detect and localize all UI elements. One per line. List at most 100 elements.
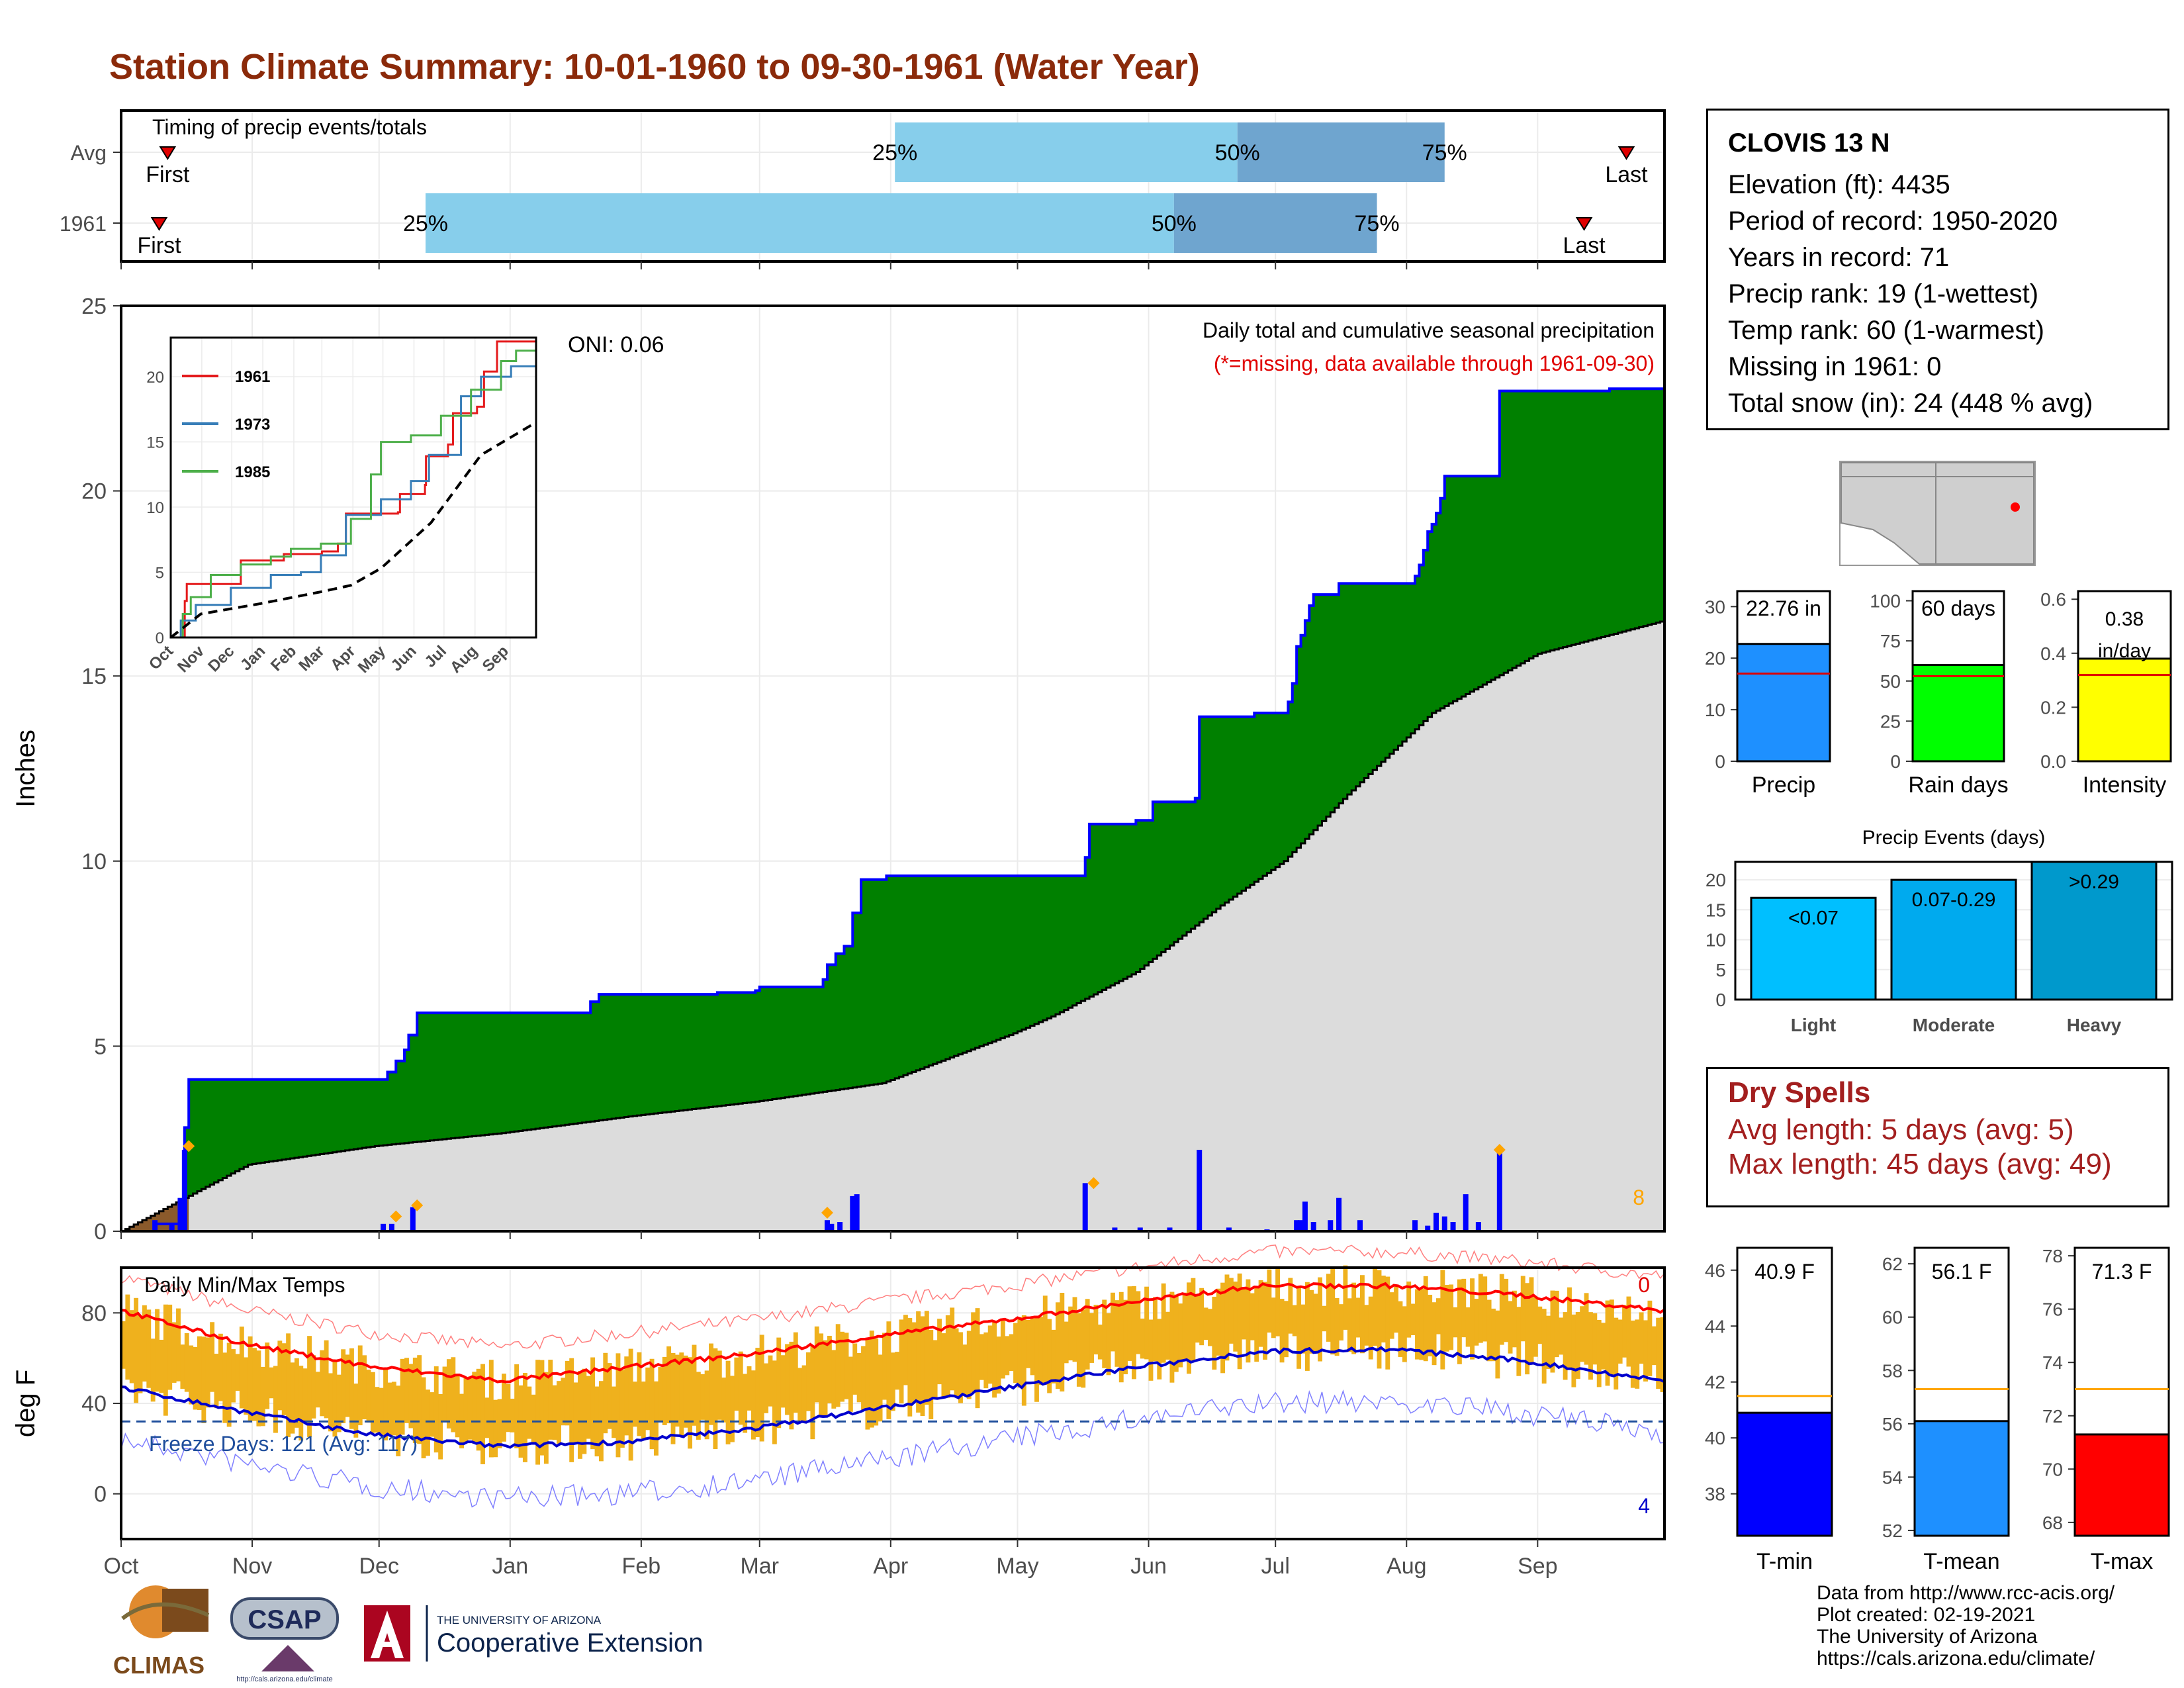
daily-temp-bar	[903, 1315, 908, 1385]
daily-temp-bar	[1267, 1269, 1272, 1333]
daily-temp-bar	[1529, 1277, 1534, 1365]
temps-ytick-label: 0	[94, 1482, 107, 1507]
temps-month-label: Jan	[492, 1554, 528, 1579]
daily-temp-bar	[260, 1366, 265, 1427]
daily-temp-bar	[535, 1360, 541, 1465]
daily-temp-bar	[1233, 1282, 1238, 1352]
timing-bar-50-75	[1173, 193, 1377, 253]
record-high-count: 0	[1638, 1273, 1650, 1297]
daily-temp-bar	[941, 1333, 946, 1397]
daily-temp-bar	[1647, 1300, 1653, 1376]
daily-temp-bar	[751, 1370, 756, 1440]
daily-temp-bar	[785, 1344, 790, 1415]
daily-temp-bar	[345, 1354, 350, 1417]
timing-bar-50-75	[1237, 122, 1445, 182]
daily-temp-bar	[692, 1344, 697, 1426]
station-temp-rank: Temp rank: 60 (1-warmest)	[1728, 316, 2044, 345]
mini-tmax-ytick-label: 70	[2042, 1459, 2063, 1479]
daily-precip-bar	[1412, 1220, 1418, 1231]
daily-temp-bar	[1491, 1308, 1496, 1362]
daily-temp-bar	[1643, 1320, 1648, 1382]
daily-temp-bar	[273, 1366, 278, 1433]
daily-temp-bar	[531, 1394, 536, 1443]
daily-temp-bar	[1512, 1290, 1517, 1348]
precip-ytick-label: 25	[81, 294, 107, 319]
daily-temp-bar	[1131, 1286, 1136, 1380]
daily-temp-bar	[1435, 1298, 1441, 1335]
daily-precip-bar	[1336, 1197, 1342, 1231]
daily-temp-bar	[1351, 1282, 1357, 1354]
daily-temp-bar	[408, 1364, 414, 1429]
daily-temp-bar	[633, 1382, 637, 1427]
precip-events-category: Light	[1791, 1015, 1836, 1035]
mini-intensity-panel: 0.0 0.2 0.4 0.6 0.38 in/day Intensity	[2040, 589, 2172, 798]
daily-temp-bar	[281, 1343, 287, 1415]
precip-events-bar	[1750, 896, 1877, 1001]
daily-temp-bar	[911, 1322, 917, 1403]
precip-ytick-label: 20	[81, 479, 107, 504]
daily-temp-bar	[1368, 1296, 1373, 1360]
daily-precip-bar	[1197, 1149, 1203, 1231]
daily-temp-bar	[417, 1355, 422, 1444]
daily-temp-bar	[561, 1378, 566, 1426]
daily-temp-bar	[683, 1355, 688, 1428]
daily-temp-bar	[311, 1355, 316, 1419]
daily-temp-bar	[696, 1372, 701, 1440]
daily-temp-bar	[1093, 1305, 1099, 1355]
timing-marker-last	[1575, 217, 1593, 231]
daily-precip-bar	[410, 1207, 416, 1231]
daily-temp-bar	[1072, 1297, 1077, 1362]
daily-temp-bar	[628, 1348, 633, 1461]
daily-temp-bar	[231, 1349, 236, 1403]
timing-bar-25-50	[426, 193, 1174, 253]
precip-events-inner-label: <0.07	[1788, 907, 1839, 929]
daily-precip-bar	[1298, 1220, 1304, 1231]
daily-temp-bar	[1216, 1288, 1221, 1356]
daily-temp-bar	[205, 1337, 210, 1408]
daily-temp-bar	[1482, 1276, 1488, 1342]
daily-temp-bar	[764, 1363, 769, 1413]
daily-temp-bar	[971, 1312, 976, 1392]
daily-temp-bar	[1596, 1320, 1602, 1387]
timing-row-label: 1961	[60, 212, 107, 236]
daily-temp-bar	[480, 1364, 485, 1464]
daily-temp-bar	[400, 1358, 405, 1435]
precip-events-inner-label: >0.29	[2069, 871, 2119, 893]
state-map	[1839, 461, 2036, 566]
daily-temp-bar	[286, 1333, 291, 1438]
daily-temp-bar	[1508, 1301, 1513, 1354]
mini-raindays-panel: 0 25 50 75 100 60 days Rain days	[1870, 590, 2009, 798]
daily-temp-bar	[163, 1304, 168, 1416]
daily-temp-bar	[852, 1343, 858, 1395]
daily-temp-bar	[1237, 1273, 1242, 1370]
daily-temp-bar	[404, 1358, 409, 1423]
daily-temp-bar	[569, 1358, 574, 1462]
daily-temp-bar	[823, 1340, 828, 1417]
credit-line-url: https://cals.arizona.edu/climate/	[1817, 1648, 2095, 1669]
daily-temp-bar	[1398, 1301, 1403, 1357]
daily-temp-bar	[451, 1357, 456, 1432]
daily-temp-bar	[1157, 1319, 1162, 1380]
temps-month-label: May	[996, 1554, 1038, 1579]
daily-precip-bar	[1328, 1220, 1334, 1231]
daily-temp-bar	[1140, 1318, 1145, 1359]
daily-temp-bar	[167, 1304, 173, 1390]
timing-label-last: Last	[1563, 233, 1606, 258]
daily-precip-bar	[1433, 1213, 1439, 1231]
daily-temp-bar	[747, 1366, 752, 1411]
inset-frame	[169, 336, 537, 639]
daily-temp-bar	[1554, 1290, 1559, 1358]
daily-temp-bar	[865, 1339, 870, 1430]
daily-precip-bar	[1294, 1220, 1300, 1231]
station-missing: Missing in 1961: 0	[1728, 352, 1942, 381]
daily-temp-bar	[1034, 1316, 1039, 1402]
daily-temp-bar	[1359, 1275, 1365, 1354]
daily-temp-bar	[324, 1340, 329, 1419]
daily-temp-bar	[772, 1360, 777, 1444]
daily-temp-bar	[1601, 1323, 1606, 1370]
avg-tmin-line	[120, 1346, 1665, 1449]
station-elevation: Elevation (ft): 4435	[1728, 170, 1950, 199]
temps-month-label: Oct	[104, 1554, 139, 1579]
daily-temp-bar	[252, 1348, 257, 1421]
temps-title: Daily Min/Max Temps	[144, 1273, 345, 1297]
